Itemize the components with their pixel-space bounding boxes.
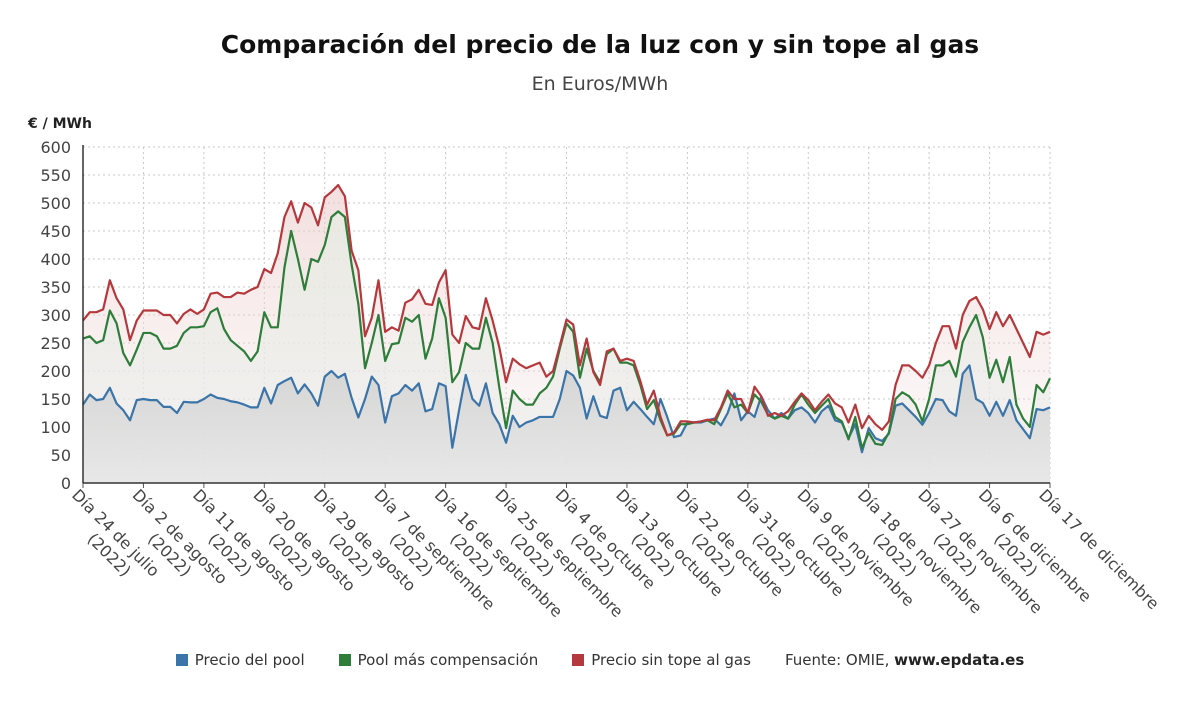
- series-lines: [82, 183, 1051, 454]
- chart-title: Comparación del precio de la luz con y s…: [220, 30, 980, 59]
- y-tick-label: 450: [40, 222, 71, 241]
- y-tick-label: 550: [40, 166, 71, 185]
- source-link[interactable]: www.epdata.es: [894, 651, 1025, 669]
- legend: Precio del pool Pool más compensación Pr…: [0, 651, 1200, 669]
- y-tick-label: 200: [40, 362, 71, 381]
- y-tick-label: 400: [40, 250, 71, 269]
- chart-subtitle: En Euros/MWh: [531, 73, 669, 95]
- y-tick-label: 50: [51, 446, 71, 465]
- legend-swatch-sin-tope: [572, 654, 585, 666]
- source-note: Fuente: OMIE, www.epdata.es: [785, 651, 1024, 669]
- legend-item-pool: Precio del pool: [175, 651, 305, 669]
- legend-swatch-pool-compensacion: [338, 654, 351, 666]
- legend-label-sin-tope: Precio sin tope al gas: [591, 651, 751, 669]
- y-tick-label: 300: [40, 306, 71, 325]
- y-tick-label: 250: [40, 334, 71, 353]
- y-tick-label: 500: [40, 194, 71, 213]
- legend-label-pool-compensacion: Pool más compensación: [357, 651, 539, 669]
- legend-item-pool-compensacion: Pool más compensación: [338, 651, 539, 669]
- y-tick-label: 0: [61, 474, 71, 493]
- source-label: Fuente: OMIE,: [784, 651, 895, 669]
- line-sin-tope: [82, 183, 1051, 437]
- legend-item-sin-tope: Precio sin tope al gas: [572, 651, 751, 669]
- y-axis-unit-label: € / MWh: [27, 116, 92, 132]
- y-tick-label: 150: [40, 390, 71, 409]
- y-tick-label: 350: [40, 278, 71, 297]
- y-tick-label: 100: [40, 418, 71, 437]
- legend-swatch-pool: [175, 654, 188, 666]
- legend-label-pool: Precio del pool: [194, 651, 305, 669]
- y-tick-label: 600: [40, 138, 71, 157]
- x-tick-label: Día 17 de diciembre: [1035, 485, 1163, 613]
- series-areas: [83, 185, 1050, 483]
- area-precio-pool: [83, 365, 1050, 483]
